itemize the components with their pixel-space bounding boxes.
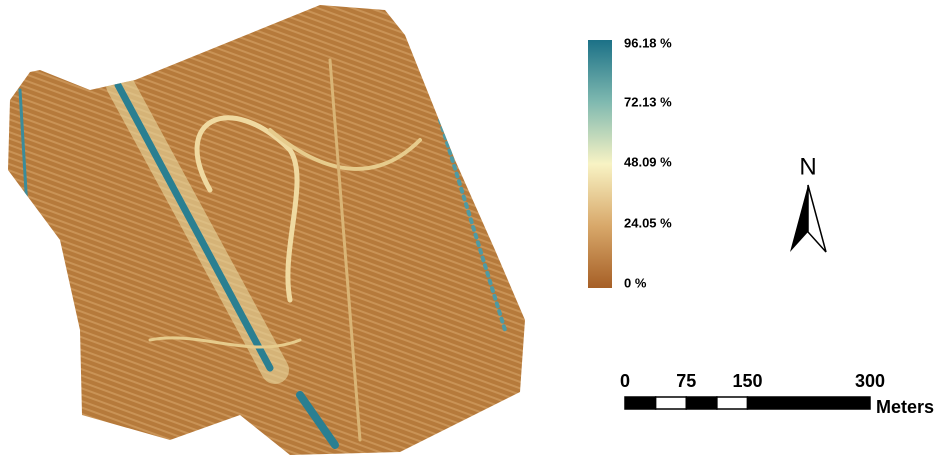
scale-segment	[625, 397, 656, 409]
map-page: 96.18 % 72.13 % 48.09 % 24.05 % 0 % N 0 7…	[0, 0, 947, 459]
survey-area	[8, 5, 525, 455]
legend-label: 24.05 %	[624, 215, 672, 230]
legend-label: 96.18 %	[624, 35, 672, 50]
legend-label: 72.13 %	[624, 94, 672, 109]
legend-label: 0 %	[624, 275, 647, 290]
scale-tick-label: 75	[676, 371, 696, 391]
north-arrow	[808, 185, 826, 252]
color-ramp	[588, 40, 612, 288]
scale-segment	[717, 397, 748, 409]
legend-label: 48.09 %	[624, 154, 672, 169]
north-label: N	[799, 153, 816, 180]
scale-tick-label: 300	[855, 371, 885, 391]
scale-segment	[686, 397, 717, 409]
scale-segment	[656, 397, 687, 409]
scale-tick-label: 0	[620, 371, 630, 391]
north-arrow	[790, 185, 808, 252]
scale-segment	[748, 397, 871, 409]
scale-tick-label: 150	[732, 371, 762, 391]
scale-unit: Meters	[876, 397, 934, 417]
scale-bar: 0 75 150 300	[620, 371, 885, 409]
map: 96.18 % 72.13 % 48.09 % 24.05 % 0 % N 0 7…	[0, 0, 947, 459]
